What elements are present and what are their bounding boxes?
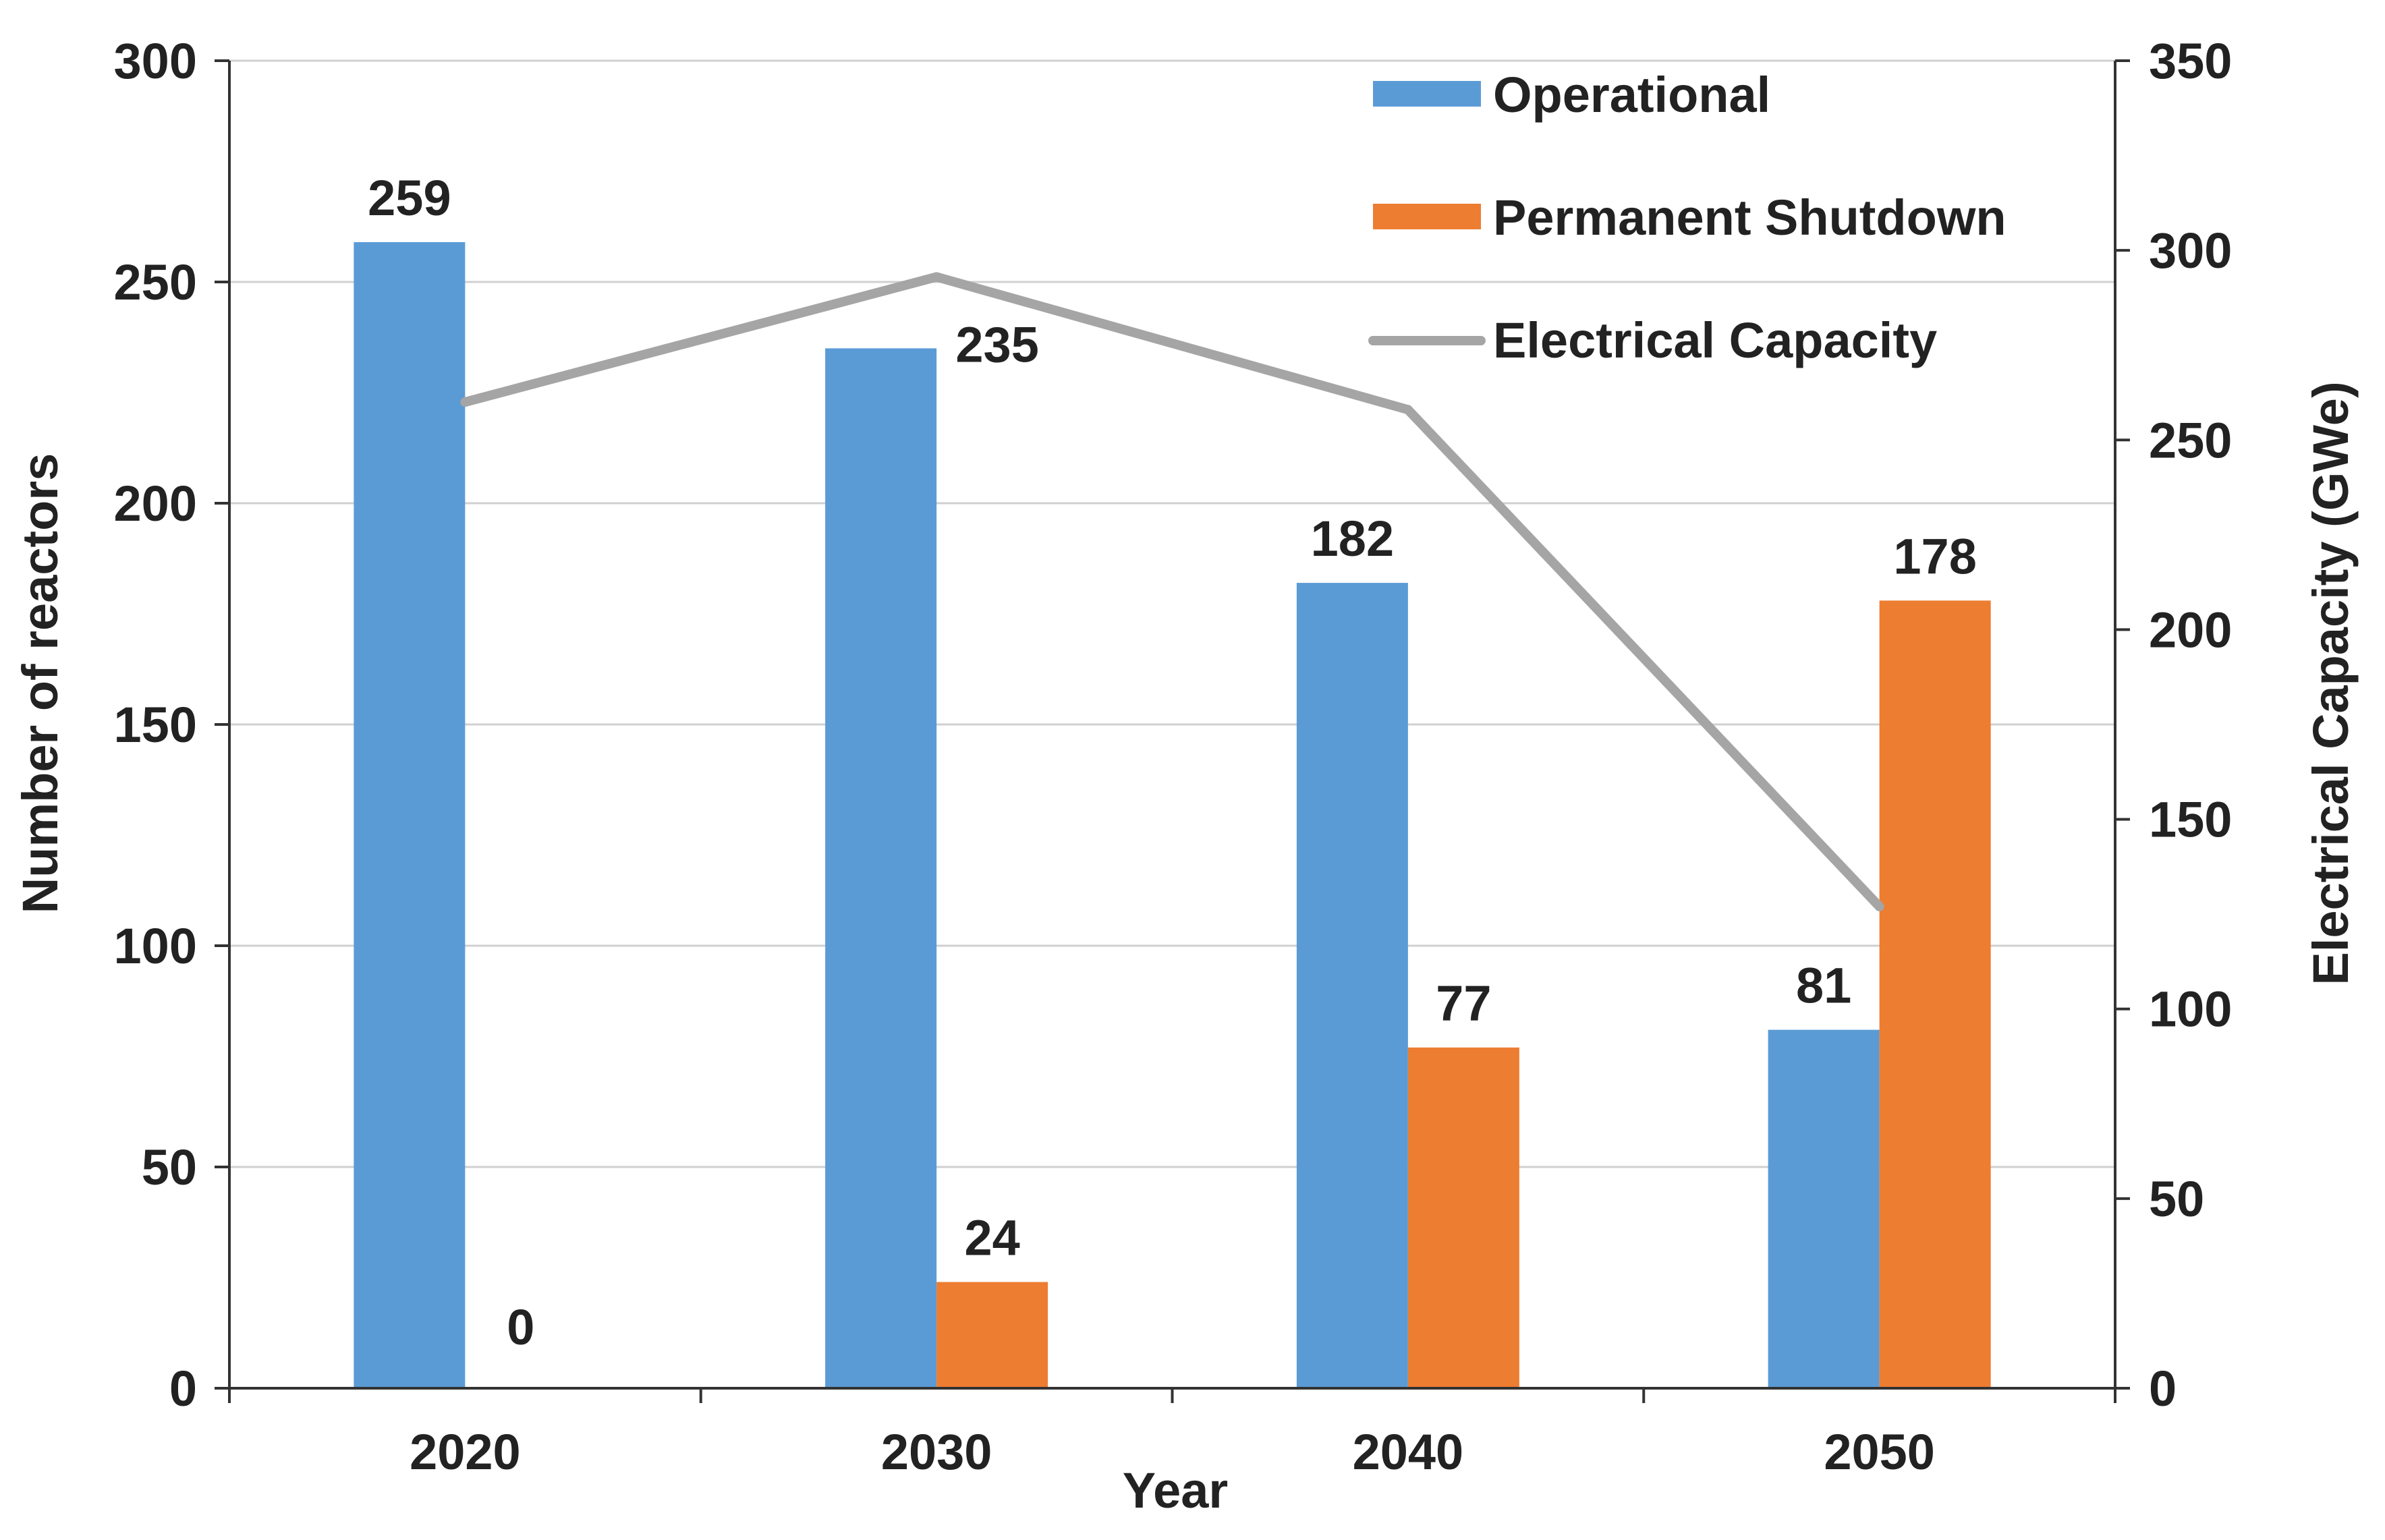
axes: 0 50 100 150 200 250 300 0 50 100 150 200 250 300 350 2… [114,33,2233,1480]
y-tick-label: 300 [114,33,197,89]
y2-tick-label: 0 [2149,1361,2177,1417]
y-tick-label: 200 [114,476,197,532]
line-point-electrical-capacity [1874,901,1884,911]
bar-operational [1296,583,1408,1388]
y2-axis-title: Electrical Capacity (GWe) [2303,381,2359,985]
bar-operational [354,241,466,1389]
y-tick-label: 100 [114,918,197,974]
data-labels: 259 235 182 81 0 24 77 178 [368,170,1977,1355]
data-label-permanent-shutdown: 178 [1893,528,1976,584]
legend-swatch-permanent-shutdown [1373,204,1481,229]
data-label-permanent-shutdown: 77 [1436,975,1491,1031]
y2-tick-label: 250 [2149,412,2232,468]
line-point-electrical-capacity [932,272,942,282]
x-tick-label: 2040 [1353,1424,1464,1480]
x-tick-label: 2030 [881,1424,992,1480]
y-tick-label: 50 [142,1139,197,1195]
x-tick-label: 2020 [410,1424,521,1480]
line-electrical-capacity [460,272,1884,911]
y2-tick-label: 350 [2149,33,2232,89]
bar-permanent-shutdown [1879,600,1991,1388]
data-label-operational: 81 [1796,958,1851,1014]
data-label-operational: 235 [955,316,1038,372]
y2-tick-label: 200 [2149,602,2232,658]
bar-series [354,241,1991,1389]
y2-tick-label: 300 [2149,223,2232,279]
legend-label-electrical-capacity: Electrical Capacity [1493,312,1937,368]
data-label-permanent-shutdown: 24 [964,1210,1019,1266]
line-point-electrical-capacity [1403,405,1413,415]
y2-tick-label: 100 [2149,981,2232,1037]
x-tick-label: 2050 [1824,1424,1935,1480]
x-axis-title: Year [1123,1462,1228,1518]
bar-operational [1768,1029,1880,1388]
y-tick-label: 250 [114,254,197,310]
line-series [460,272,1884,911]
y-tick-label: 150 [114,697,197,753]
data-label-operational: 259 [368,170,451,226]
y-tick-label: 0 [169,1361,197,1417]
y-axis-title: Number of reactors [12,453,68,914]
bar-operational [825,348,937,1388]
data-label-permanent-shutdown: 0 [507,1299,534,1355]
legend-swatch-operational [1373,81,1481,107]
bar-permanent-shutdown [936,1282,1048,1388]
legend-label-permanent-shutdown: Permanent Shutdown [1493,190,2007,246]
bar-permanent-shutdown [1407,1047,1519,1388]
y2-tick-label: 150 [2149,792,2232,848]
legend: Operational Permanent Shutdown Electrica… [1368,67,2007,368]
legend-label-operational: Operational [1493,67,1770,123]
y2-tick-label: 50 [2149,1171,2204,1227]
line-point-electrical-capacity [460,397,470,407]
data-label-operational: 182 [1311,511,1394,567]
